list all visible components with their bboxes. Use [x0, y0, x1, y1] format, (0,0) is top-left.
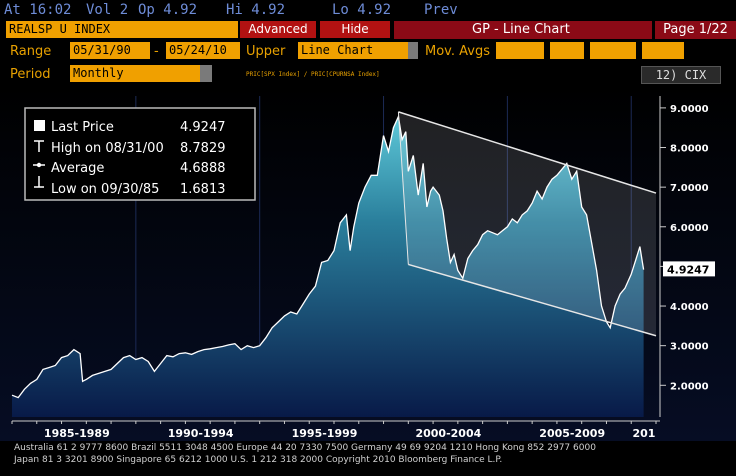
x-tick-label: 1985-1989: [44, 427, 110, 440]
legend-value-low: 1.6813: [180, 182, 226, 197]
footer-phone-line: Australia 61 2 9777 8600 Brazil 5511 304…: [14, 443, 596, 453]
high-quote: Hi 4.92: [226, 2, 286, 18]
prev-quote: Prev: [424, 2, 458, 18]
upper-dropdown-arrow[interactable]: [408, 42, 418, 59]
channel-lower-line: [408, 263, 657, 337]
y-tick-label: 4.0000: [670, 302, 709, 313]
quote-status-bar: At 16:02 Vol 2 Op 4.92 Hi 4.92 Lo 4.92 P…: [0, 0, 736, 20]
legend-label-average: Average: [51, 161, 104, 176]
x-tick-label: 2000-2004: [415, 427, 481, 440]
high-marker-icon: [34, 140, 44, 152]
mov-avg-field-4[interactable]: [642, 42, 684, 59]
x-tick-label: 2005-2009: [539, 427, 605, 440]
line-chart: 9.00008.00007.00006.00005.00004.00003.00…: [0, 86, 736, 441]
price-area-fill: [12, 116, 644, 417]
y-tick-label: 8.0000: [670, 144, 709, 155]
y-tick-label: 3.0000: [670, 342, 709, 353]
x-tick-label: 1995-1999: [292, 427, 358, 440]
channel-upper-line: [398, 111, 657, 194]
range-label: Range: [10, 44, 52, 59]
ticker-field[interactable]: REALSP U INDEX: [6, 21, 238, 38]
moving-averages-label: Mov. Avgs: [425, 44, 490, 59]
hide-button[interactable]: Hide: [320, 21, 390, 38]
legend-label-high: High on 08/31/00: [51, 141, 164, 156]
footer-copyright-line: Japan 81 3 3201 8900 Singapore 65 6212 1…: [14, 455, 503, 465]
y-tick-label: 9.0000: [670, 104, 709, 115]
legend-label-last-price: Last Price: [51, 120, 114, 135]
time-quote: At 16:02: [4, 2, 72, 18]
upper-label: Upper: [246, 44, 286, 59]
square-icon: [34, 120, 45, 131]
legend-value-average: 4.6888: [180, 161, 226, 176]
y-tick-label: 2.0000: [670, 381, 709, 392]
x-axis: 1985-1989 1990-1994 1995-1999 2000-2004 2005…: [11, 420, 660, 440]
y-tick-label: 7.0000: [670, 183, 709, 194]
formula-text: PRIC[SPX Index] / PRIC[CPURNSA Index]: [246, 71, 380, 78]
price-line: [11, 114, 645, 399]
period-dropdown-arrow[interactable]: [200, 65, 212, 82]
mov-avg-field-1[interactable]: [496, 42, 544, 59]
x-tick-label: 201: [632, 427, 655, 440]
footer: Australia 61 2 9777 8600 Brazil 5511 304…: [0, 443, 736, 476]
mov-avg-field-3[interactable]: [590, 42, 636, 59]
end-date-field[interactable]: 05/24/10: [166, 42, 240, 59]
range-dash: -: [154, 44, 159, 59]
average-marker-icon: [33, 162, 45, 168]
trend-channel: [397, 111, 657, 337]
cix-button[interactable]: 12) CIX: [641, 66, 721, 84]
price-area: [11, 114, 645, 417]
start-date-field[interactable]: 05/31/90: [70, 42, 150, 59]
upper-chart-select[interactable]: Line Chart: [298, 42, 408, 59]
volume-quote: Vol 2: [86, 2, 129, 18]
last-price-tag: 4.9247: [663, 261, 715, 277]
open-quote: Op 4.92: [138, 2, 198, 18]
legend-value-high: 8.7829: [180, 141, 226, 156]
advanced-button[interactable]: Advanced: [240, 21, 316, 38]
legend-label-low: Low on 09/30/85: [51, 182, 159, 197]
legend-box: Last Price 4.9247 High on 08/31/00 8.782…: [24, 107, 256, 201]
channel-left-edge: [397, 111, 409, 265]
page-indicator[interactable]: Page 1/22: [655, 21, 736, 39]
low-marker-icon: [34, 176, 44, 188]
y-tick-label: 6.0000: [670, 223, 709, 234]
legend-value-last-price: 4.9247: [180, 120, 226, 135]
period-label: Period: [10, 67, 51, 82]
x-tick-label: 1990-1994: [168, 427, 234, 440]
last-price-label: 4.9247: [667, 263, 709, 276]
mov-avg-field-2[interactable]: [550, 42, 584, 59]
period-select[interactable]: Monthly: [70, 65, 200, 82]
function-title: GP - Line Chart: [394, 21, 652, 39]
low-quote: Lo 4.92: [332, 2, 392, 18]
